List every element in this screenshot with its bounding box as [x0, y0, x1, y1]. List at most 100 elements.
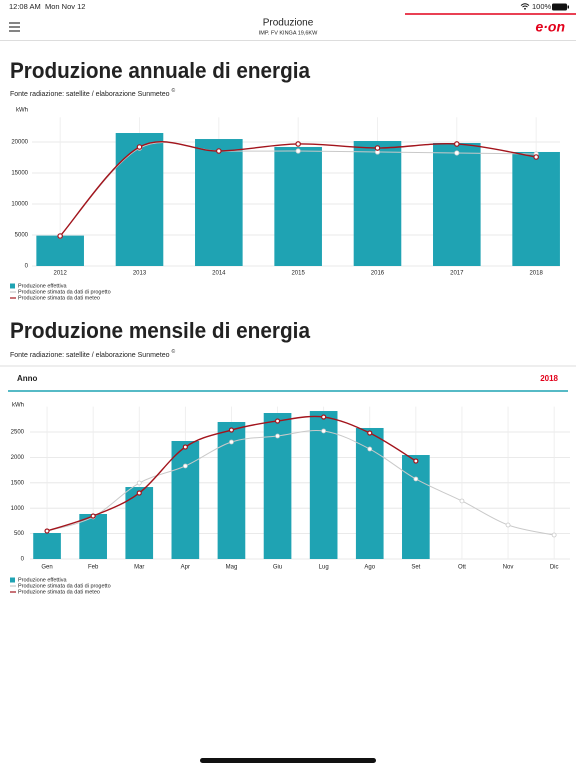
x-tick-label: Mag [226, 565, 238, 571]
line [46, 430, 555, 536]
bar [36, 235, 84, 266]
point [136, 144, 143, 150]
x-tick-label: 2015 [291, 271, 305, 277]
bar [125, 487, 154, 559]
x-tick-label: 2012 [53, 271, 67, 277]
bar [512, 151, 560, 266]
point [367, 430, 373, 436]
x-tick-label: Giu [273, 565, 282, 571]
point [533, 154, 539, 160]
point [459, 498, 465, 504]
point [321, 428, 327, 434]
point [44, 528, 50, 534]
subtitle-text: Fonte radiazione: satellite / elaborazio… [10, 352, 170, 359]
point [367, 446, 373, 452]
y-tick-label: 500 [14, 531, 25, 537]
point [216, 148, 222, 154]
point [551, 532, 557, 538]
point [295, 148, 301, 154]
x-tick-label: 2016 [371, 271, 385, 277]
point [182, 463, 188, 469]
legend-swatch [10, 577, 15, 583]
x-tick-label: 2014 [212, 271, 226, 277]
x-tick-label: Lug [319, 565, 329, 571]
bar [274, 146, 322, 266]
subtitle-mark: © [172, 348, 176, 355]
logo[interactable]: e·on [535, 19, 565, 35]
x-tick-label: Ott [458, 565, 466, 571]
x-tick-label: Dic [550, 565, 559, 571]
point [136, 490, 142, 496]
subtitle-mark: © [172, 87, 176, 94]
x-tick-label: Gen [41, 565, 52, 571]
filter-label: Anno [17, 374, 38, 383]
point [57, 233, 63, 239]
bar [79, 513, 107, 559]
bar [433, 142, 481, 266]
battery-icon [552, 3, 567, 11]
chart-title: Produzione mensile di energia [10, 318, 311, 343]
point [274, 418, 281, 424]
x-tick-label: 2018 [529, 271, 543, 277]
legend-label: Produzione stimata da dati meteo [18, 589, 100, 595]
status-date: Mon Nov 12 [45, 2, 85, 11]
y-tick-label: 1000 [11, 506, 25, 512]
chart-subtitle: Fonte radiazione: satellite / elaborazio… [10, 348, 176, 359]
point [374, 145, 381, 151]
y-tick-label: 5000 [15, 233, 29, 239]
bar [33, 532, 61, 559]
y-tick-label: 15000 [11, 171, 28, 177]
y-axis-label: kWh [12, 403, 24, 409]
y-tick-label: 10000 [11, 202, 28, 208]
x-tick-label: 2017 [450, 271, 464, 277]
legend-swatch [10, 283, 15, 289]
point [136, 480, 142, 486]
bar [115, 133, 164, 266]
y-tick-label: 2500 [11, 430, 25, 436]
y-tick-label: 0 [21, 557, 25, 563]
x-tick-label: Set [411, 565, 420, 571]
home-indicator [200, 758, 376, 763]
y-tick-label: 1500 [11, 480, 25, 486]
y-tick-label: 20000 [11, 140, 28, 146]
legend-label: Produzione stimata da dati di progetto [18, 583, 111, 589]
status-battery: 100% [532, 2, 552, 11]
point [413, 458, 419, 464]
legend-label: Produzione stimata da dati di progetto [18, 289, 111, 295]
point [454, 150, 460, 156]
y-tick-label: 2000 [11, 455, 25, 461]
chart-subtitle: Fonte radiazione: satellite / elaborazio… [10, 87, 176, 98]
point [228, 427, 235, 433]
point [321, 414, 327, 420]
chart-title: Produzione annuale di energia [10, 58, 311, 83]
point [275, 433, 280, 439]
nav-subtitle: IMP. FV KINGA 19,6KW [259, 30, 318, 36]
point [90, 513, 96, 519]
bar [309, 411, 338, 559]
filter-value[interactable]: 2018 [540, 374, 558, 383]
wifi-dot [524, 7, 526, 10]
point [229, 439, 234, 445]
point [505, 522, 511, 528]
bar [171, 440, 200, 559]
x-tick-label: Feb [88, 565, 99, 571]
x-tick-label: Ago [364, 565, 375, 571]
bar [217, 421, 246, 559]
status-time: 12:08 AM [9, 2, 41, 11]
nav-title: Produzione [263, 18, 314, 29]
x-tick-label: 2013 [133, 271, 147, 277]
point [295, 141, 301, 147]
battery-tip [567, 5, 569, 9]
y-axis-label: kWh [16, 108, 28, 114]
point [182, 444, 188, 450]
bar [353, 141, 402, 266]
x-tick-label: Nov [503, 565, 514, 571]
legend-label: Produzione effettiva [18, 283, 67, 289]
point [454, 141, 460, 147]
subtitle-text: Fonte radiazione: satellite / elaborazio… [10, 91, 170, 98]
legend-label: Produzione stimata da dati meteo [18, 295, 100, 301]
legend-label: Produzione effettiva [18, 577, 67, 583]
menu-button[interactable] [9, 22, 20, 32]
